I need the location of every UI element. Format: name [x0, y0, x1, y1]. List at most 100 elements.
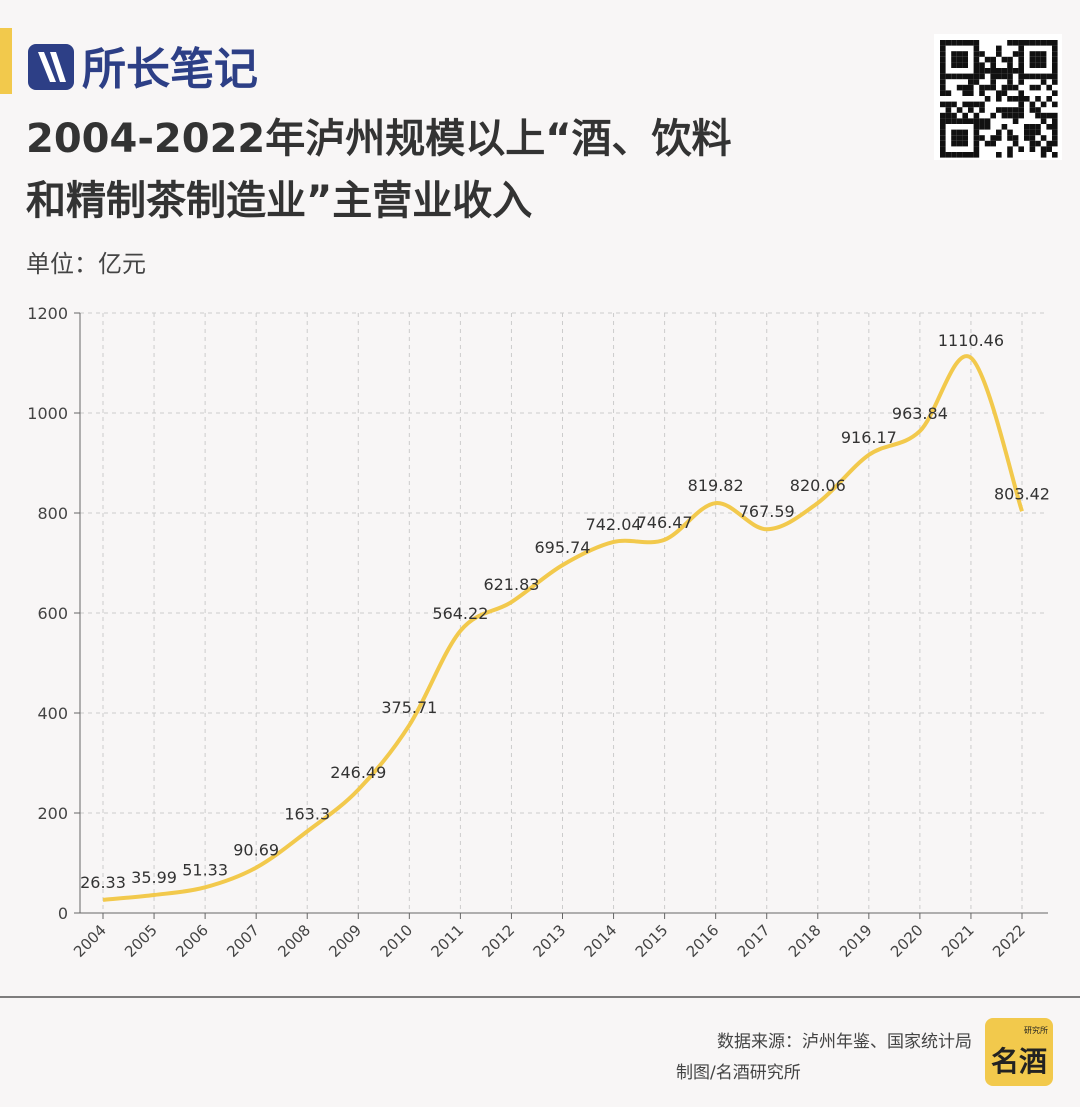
qr-cell [1046, 146, 1052, 152]
qr-cell [1018, 62, 1024, 68]
qr-cell [940, 101, 946, 108]
qr-cell [979, 124, 985, 130]
brand-text: 所长笔记 [82, 44, 258, 95]
value-label: 746.47 [637, 513, 693, 532]
qr-cell [996, 107, 1002, 113]
qr-cell [996, 90, 1002, 96]
qr-cell [962, 101, 968, 108]
qr-cell [1040, 135, 1047, 141]
qr-cell [1052, 112, 1058, 119]
qr-cell [940, 62, 946, 68]
qr-cell [940, 112, 946, 119]
qr-cell [956, 107, 963, 113]
qr-cell [973, 124, 980, 130]
qr-cell [951, 129, 957, 136]
qr-cell [973, 140, 980, 147]
qr-cell [984, 56, 991, 63]
qr-cell [973, 51, 980, 57]
qr-cell [1040, 146, 1047, 152]
qr-cell [951, 73, 957, 80]
qr-cell [1029, 146, 1036, 152]
qr-cell [962, 73, 968, 80]
qr-cell [1007, 129, 1013, 136]
qr-cell [1001, 124, 1008, 130]
qr-cell [1007, 68, 1013, 74]
qr-cell [1046, 140, 1052, 147]
qr-cell [968, 118, 974, 124]
qr-cell [996, 73, 1002, 80]
qr-cell [996, 45, 1002, 52]
qr-cell [1012, 96, 1019, 102]
qr-cell [973, 79, 980, 85]
qr-cell [968, 152, 974, 158]
qr-cell [1040, 73, 1047, 80]
qr-cell [1035, 112, 1041, 119]
qr-cell [940, 56, 946, 63]
qr-cell [984, 140, 991, 147]
qr-cell [940, 79, 946, 85]
qr-cell [979, 101, 985, 108]
qr-cell [1018, 45, 1024, 52]
qr-cell [1052, 152, 1058, 158]
qr-cell [1052, 62, 1058, 68]
qr-cell [1012, 140, 1019, 147]
qr-cell [956, 56, 963, 63]
qr-cell [1018, 68, 1024, 74]
qr-cell [1007, 107, 1013, 113]
qr-cell [996, 68, 1002, 74]
qr-cell [1012, 51, 1019, 57]
qr-cell [968, 73, 974, 80]
qr-cell [996, 129, 1002, 136]
qr-cell [945, 118, 952, 124]
y-tick-label: 600 [37, 604, 68, 623]
y-tick-label: 400 [37, 704, 68, 723]
qr-cell [962, 129, 968, 136]
qr-cell [979, 107, 985, 113]
qr-cell [973, 101, 980, 108]
qr-cell [1018, 51, 1024, 57]
qr-cell [996, 135, 1002, 141]
qr-cell [979, 73, 985, 80]
qr-cell [940, 124, 946, 130]
qr-cell [1007, 146, 1013, 152]
qr-cell [1012, 68, 1019, 74]
value-label: 564.22 [432, 604, 488, 623]
qr-cell [1018, 107, 1024, 113]
qr-cell [1052, 140, 1058, 147]
qr-cell [1001, 112, 1008, 119]
qr-cell [1040, 118, 1047, 124]
brand-icon-shape [38, 52, 66, 82]
qr-cell [1007, 62, 1013, 68]
qr-cell [990, 84, 996, 91]
qr-cell [945, 73, 952, 80]
qr-cell [1029, 62, 1036, 68]
qr-cell [1029, 124, 1036, 130]
qr-cell [956, 51, 963, 57]
qr-cell [1007, 84, 1013, 91]
qr-cell [962, 62, 968, 68]
qr-cell [1001, 56, 1008, 63]
qr-cell [1007, 79, 1013, 85]
qr-cell [1040, 62, 1047, 68]
qr-cell [1046, 73, 1052, 80]
qr-cell [956, 152, 963, 158]
qr-cell [968, 90, 974, 96]
qr-cell [1035, 51, 1041, 57]
qr-cell [973, 73, 980, 80]
qr-cell [962, 40, 968, 46]
qr-cell [1035, 62, 1041, 68]
qr-cell [1035, 56, 1041, 63]
qr-cell [1029, 84, 1036, 91]
qr-cell [945, 107, 952, 113]
qr-cell [1035, 73, 1041, 80]
qr-cell [973, 68, 980, 74]
qr-cell [951, 62, 957, 68]
qr-cell [1052, 56, 1058, 63]
qr-cell [1029, 101, 1036, 108]
value-label: 695.74 [535, 538, 591, 557]
qr-cell [1018, 40, 1024, 46]
qr-cell [1012, 84, 1019, 91]
qr-cell [1024, 96, 1030, 102]
